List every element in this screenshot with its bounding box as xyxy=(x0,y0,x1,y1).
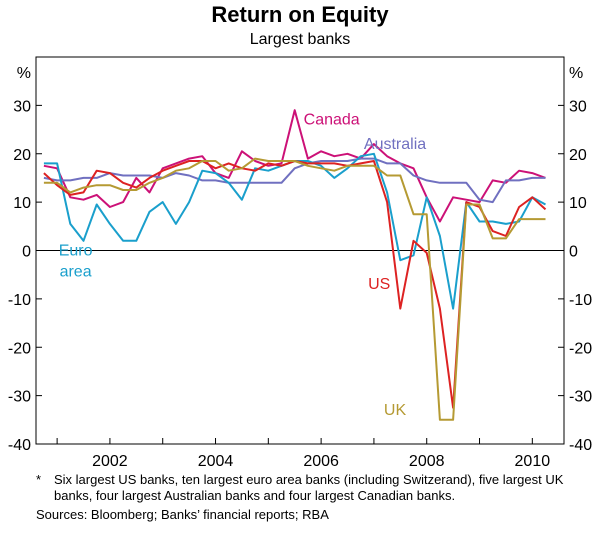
series-label-euro-area: Euro xyxy=(59,242,93,259)
x-tick-label: 2006 xyxy=(303,453,339,470)
x-tick-label: 2008 xyxy=(409,453,445,470)
y-tick-label-right: 10 xyxy=(569,195,587,212)
y-tick-label-right: -30 xyxy=(569,389,592,406)
y-tick-label-left: 0 xyxy=(22,244,31,261)
x-tick-label: 2002 xyxy=(92,453,128,470)
y-tick-label-left: 30 xyxy=(13,98,31,115)
x-tick-label: 2010 xyxy=(515,453,551,470)
footnote-marker: * xyxy=(36,472,42,487)
y-tick-label-right: 20 xyxy=(569,147,587,164)
series-line-uk xyxy=(43,157,546,421)
chart-notes: * Six largest US banks, ten largest euro… xyxy=(36,472,596,523)
footnote: * Six largest US banks, ten largest euro… xyxy=(36,472,596,504)
series-label-canada: Canada xyxy=(304,112,360,129)
series-line-us xyxy=(43,160,547,409)
series-label-euro-area: area xyxy=(60,263,92,280)
series-label-australia: Australia xyxy=(364,136,426,153)
source-note: Sources: Bloomberg; Banks’ financial rep… xyxy=(36,507,329,522)
x-tick-label: 2004 xyxy=(198,453,234,470)
y-tick-label-right: 30 xyxy=(569,98,587,115)
series-label-us: US xyxy=(368,276,390,293)
y-tick-label-left: -10 xyxy=(8,292,31,309)
y-tick-label-left: 20 xyxy=(13,147,31,164)
y-axis-unit-left: % xyxy=(17,65,31,82)
y-tick-label-left: 10 xyxy=(13,195,31,212)
series-line-australia xyxy=(43,157,546,204)
series-line-euro-area xyxy=(43,152,546,310)
y-tick-label-right: -10 xyxy=(569,292,592,309)
footnote-text: Six largest US banks, ten largest euro a… xyxy=(54,472,564,503)
series-line-canada xyxy=(43,109,546,223)
y-tick-label-left: -20 xyxy=(8,340,31,357)
y-tick-label-left: -40 xyxy=(8,437,31,454)
chart-title: Return on Equity xyxy=(211,2,389,27)
y-tick-label-right: -40 xyxy=(569,437,592,454)
series-label-uk: UK xyxy=(384,402,407,419)
chart-subtitle: Largest banks xyxy=(249,31,351,48)
y-tick-label-left: -30 xyxy=(8,389,31,406)
y-tick-label-right: 0 xyxy=(569,244,578,261)
y-tick-label-right: -20 xyxy=(569,340,592,357)
y-axis-unit-right: % xyxy=(569,65,583,82)
